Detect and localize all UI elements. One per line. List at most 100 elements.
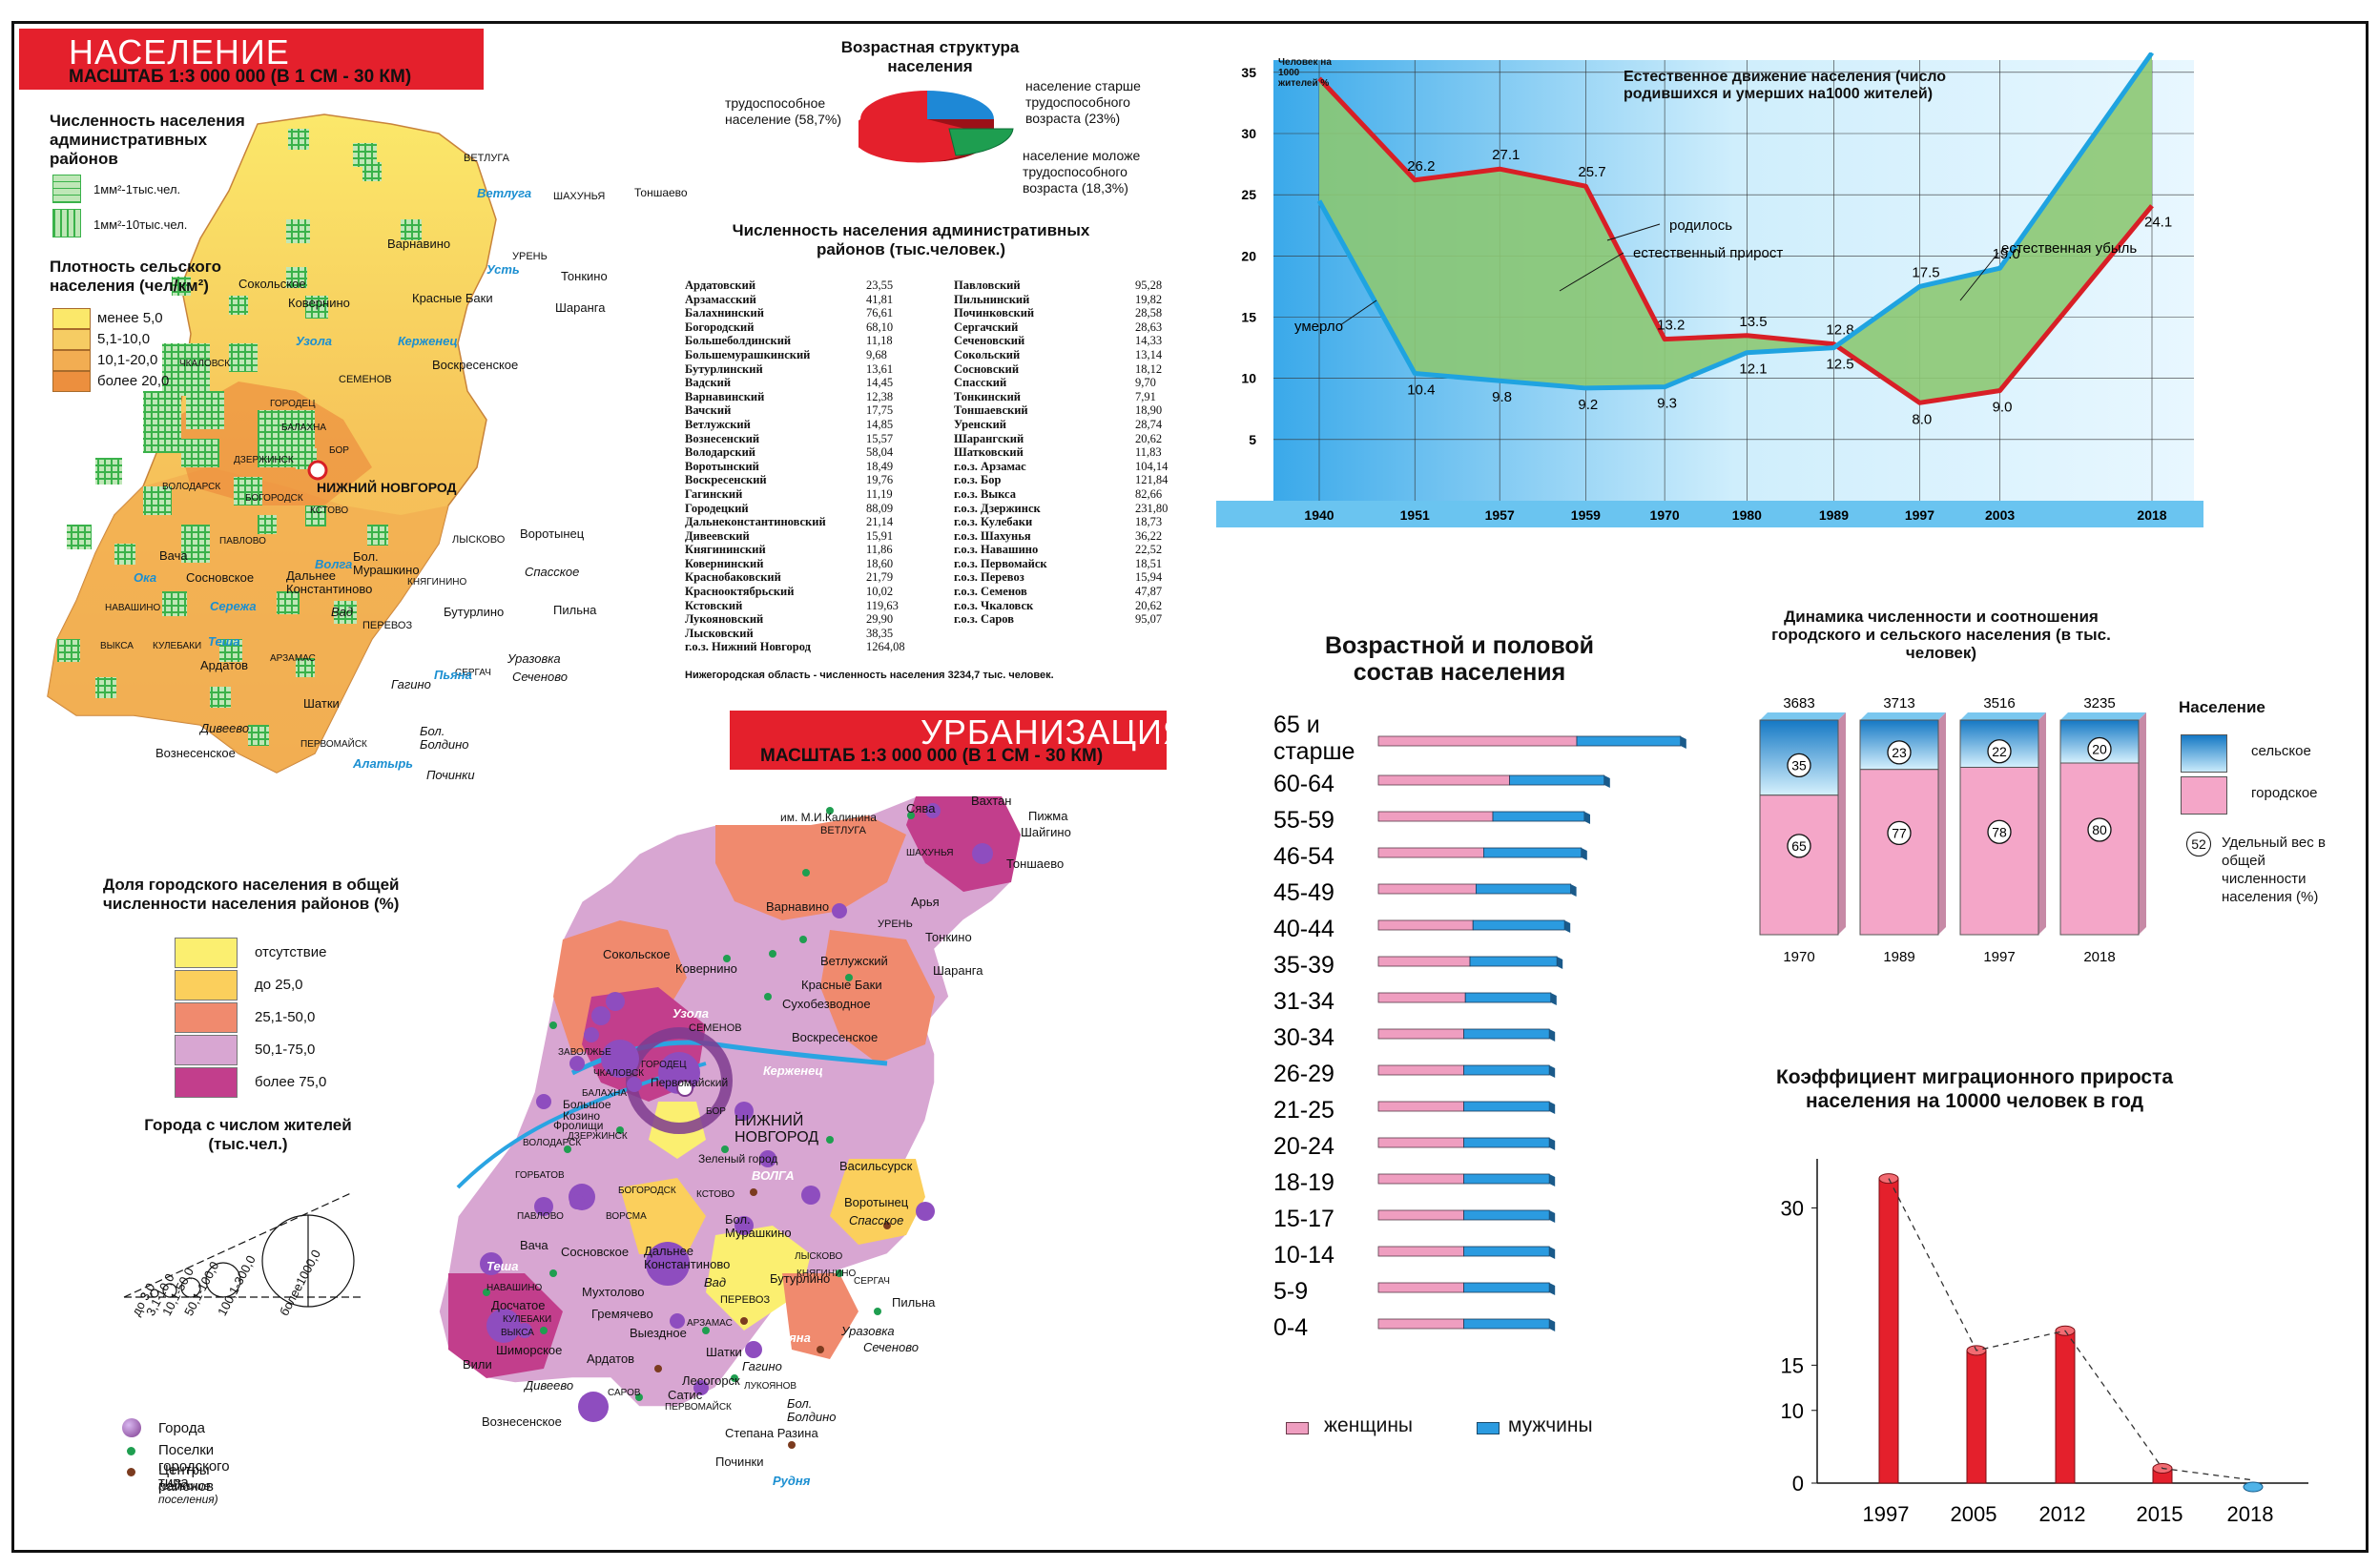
data-label: 19.0 <box>1993 246 2020 262</box>
data-label: 26.2 <box>1407 158 1435 175</box>
female-bar <box>1377 919 1474 931</box>
map-label: Фролищи <box>553 1119 604 1132</box>
legend-square-large <box>52 209 81 237</box>
year-label: 2015 <box>2137 1502 2183 1526</box>
district-name: Тоншаевский <box>954 403 1028 418</box>
district-name: Варнавинский <box>685 389 765 403</box>
year-label: 2018 <box>2227 1502 2274 1526</box>
district-value: 18,73 <box>1135 515 1163 529</box>
table-row: г.о.з. Навашино 22,52 <box>954 543 1221 557</box>
female-bar <box>1377 811 1494 822</box>
bar-3d-edge <box>1549 1138 1556 1150</box>
district-name: г.о.з. Бор <box>954 473 1002 487</box>
district-value: 18,90 <box>1135 403 1163 418</box>
district-value: 18,51 <box>1135 556 1163 570</box>
map-label: Пильна <box>892 1295 936 1310</box>
table-row: Арзамасский 41,81 <box>685 293 952 307</box>
district-value: 14,45 <box>866 376 894 390</box>
river-label: Алатырь <box>353 756 414 771</box>
legend-male-label: мужчины <box>1508 1414 1593 1436</box>
map-label: Бутурлино <box>770 1271 831 1286</box>
district-table-left: Ардатовский 23,55 Арзамасский 41,81 Балахнин… <box>685 279 952 654</box>
urban-share-circle <box>1987 819 2012 844</box>
bar-3d-edge <box>1584 812 1590 824</box>
district-name: г.о.з. Арзамас <box>954 459 1026 473</box>
male-bar <box>1469 956 1558 967</box>
male-bar <box>1475 883 1571 895</box>
map-label: Тоншаево <box>1006 856 1065 871</box>
table-row: Богородский 68,10 <box>685 320 952 335</box>
data-label: 12.5 <box>1826 357 1853 373</box>
urbanization-title: УРБАНИЗАЦИЯ <box>921 712 1189 752</box>
bar-3d-edge <box>1564 920 1571 933</box>
map-label: Бол. Мурашкино <box>353 549 420 577</box>
legend-female-label: женщины <box>1324 1414 1414 1436</box>
district-value: 28,58 <box>1135 306 1163 320</box>
map-label: КСТОВО <box>696 1189 735 1200</box>
data-label: 9.2 <box>1578 397 1598 413</box>
district-name: Павловский <box>954 279 1021 292</box>
population-map <box>47 113 497 774</box>
district-name: Городецкий <box>685 501 749 515</box>
y-tick-label: 10 <box>1781 1399 1804 1423</box>
age-group-label: 10-14 <box>1273 1242 1334 1269</box>
bar-3d-edge <box>1680 736 1686 749</box>
nizhny-novgorod-marker <box>307 460 328 481</box>
legend-share-note: Удельный вес в общей численности населен… <box>2222 835 2326 905</box>
male-bar <box>1463 1173 1550 1185</box>
district-value: 119,63 <box>866 598 899 612</box>
urban-bar <box>1759 794 1839 936</box>
district-name: г.о.з. Дзержинск <box>954 501 1041 515</box>
map-label: ГОРОДЕЦ <box>641 1060 687 1070</box>
map-label: ГОРОДЕЦ <box>270 399 316 409</box>
share-label: отсутствие <box>255 944 327 960</box>
age-group-label: 30-34 <box>1273 1024 1334 1051</box>
map-label: Шаранга <box>933 963 983 978</box>
poster-frame <box>11 21 2369 1553</box>
rural-share-circle <box>2087 736 2112 762</box>
table-row: Павловский 95,28 <box>954 279 1221 293</box>
river-label: ВОЛГА <box>752 1168 795 1183</box>
district-value: 7,91 <box>1135 389 1156 403</box>
male-bar <box>1463 1209 1550 1221</box>
district-value: 1264,08 <box>866 640 905 654</box>
pie-label-working: трудоспособное население (58,7%) <box>725 95 842 127</box>
y-tick-label: 5 <box>1249 432 1256 447</box>
point-legend-district-label: Центры районов <box>158 1462 215 1495</box>
district-value: 17,75 <box>866 403 894 418</box>
district-name: Дальнеконстантиновский <box>685 515 826 529</box>
total-label: 3235 <box>2083 695 2115 712</box>
point-legend-town <box>127 1447 135 1455</box>
map-label: Сатис <box>668 1388 703 1402</box>
map-label: УРЕНЬ <box>878 918 913 930</box>
map-label: Починки <box>426 768 475 782</box>
pie-label-older: население старше трудоспособного возраст… <box>1025 78 1141 126</box>
map-label: Первомайский <box>651 1076 729 1089</box>
age-group-label: 60-64 <box>1273 771 1334 797</box>
bar-3d-edge <box>1570 884 1577 897</box>
map-label: Шайгино <box>1021 825 1071 839</box>
data-label: 9.8 <box>1492 389 1512 405</box>
district-name: Кстовский <box>685 598 743 612</box>
year-label: 1997 <box>1983 949 2015 965</box>
urban-rural-title: Динамика численности и соотношения город… <box>1771 608 2111 662</box>
point-legend-district <box>127 1468 135 1476</box>
river-label: Теша <box>486 1259 519 1273</box>
map-label: НИЖНИЙ НОВГОРОД <box>734 1113 819 1145</box>
legend-male-swatch <box>1477 1422 1500 1434</box>
urban-north-high <box>906 796 1021 892</box>
map-label: Воротынец <box>520 526 585 541</box>
age-group-label: 26-29 <box>1273 1061 1334 1087</box>
map-label: КУЛЕБАКИ <box>503 1314 552 1325</box>
district-name: Починковский <box>954 306 1035 320</box>
population-banner: НАСЕЛЕНИЕ МАСШТАБ 1:3 000 000 (В 1 СМ - … <box>19 29 484 90</box>
x-tick-label: 2018 <box>2137 507 2166 523</box>
district-value: 20,62 <box>1135 598 1163 612</box>
point-legend-city <box>122 1418 141 1437</box>
urban-mid-south <box>782 1273 859 1359</box>
map-label: УРЕНЬ <box>512 251 548 262</box>
district-value: 41,81 <box>866 292 894 306</box>
bar-side-face <box>1838 712 1846 935</box>
map-label: Вознесенское <box>482 1414 562 1429</box>
